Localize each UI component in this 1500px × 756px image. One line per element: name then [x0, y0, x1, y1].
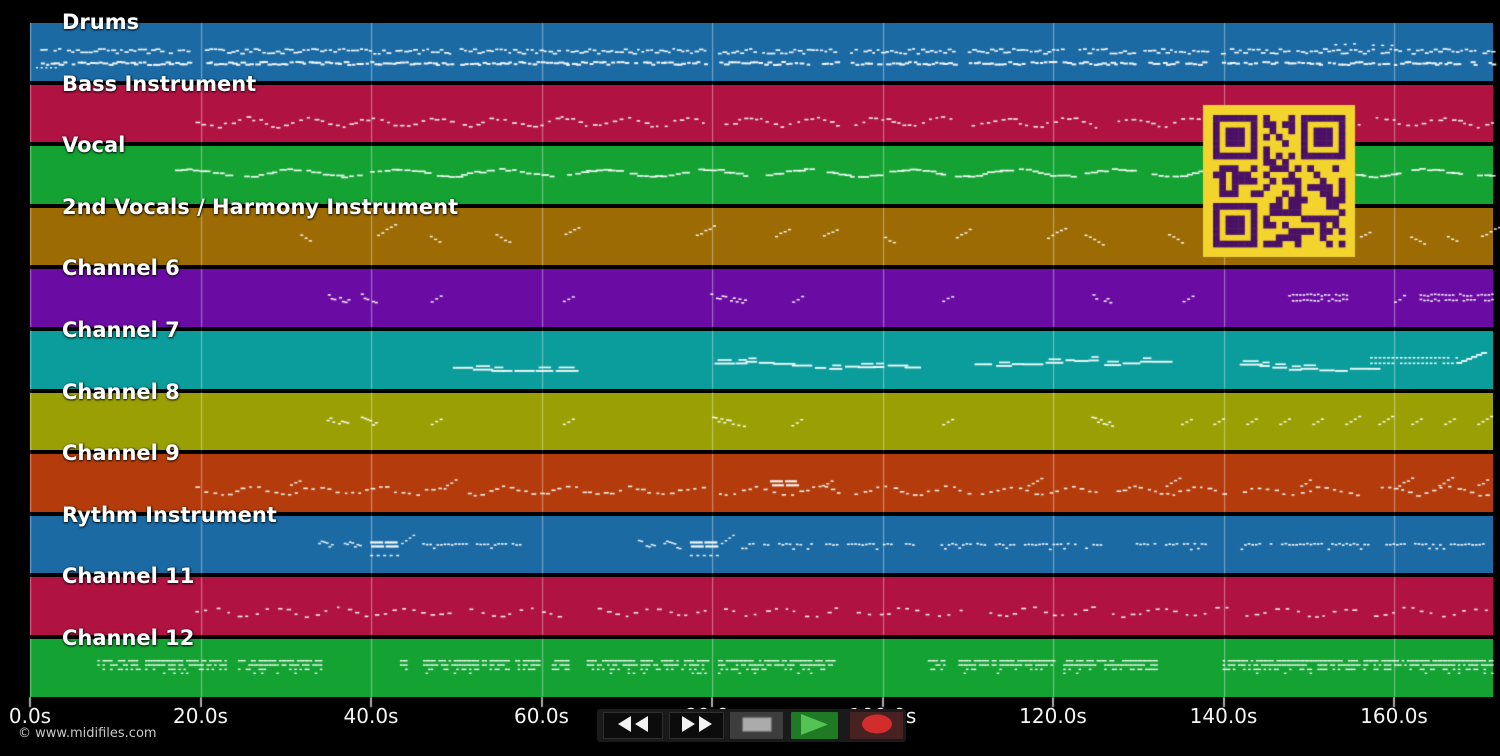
- track-label: Rythm Instrument: [62, 502, 277, 527]
- transport-bar: [597, 709, 906, 742]
- track-label: 2nd Vocals / Harmony Instrument: [62, 194, 459, 219]
- track-label: Vocal: [62, 133, 126, 158]
- track-label: Channel 12: [62, 626, 195, 650]
- record-button[interactable]: [850, 712, 903, 739]
- track-label: Channel 6: [62, 256, 180, 281]
- track-label: Drums: [62, 10, 140, 34]
- track-label: Channel 11: [62, 564, 195, 589]
- track-label: Bass Instrument: [62, 71, 257, 96]
- track-label: Channel 7: [62, 318, 180, 342]
- track-label: Channel 8: [62, 379, 180, 404]
- stop-button[interactable]: [730, 712, 783, 739]
- play-button[interactable]: [791, 712, 838, 739]
- fast-forward-icon: [680, 715, 714, 736]
- track-label: Channel 9: [62, 441, 180, 466]
- play-icon: [801, 713, 828, 738]
- rewind-button[interactable]: [603, 712, 663, 739]
- record-icon: [860, 713, 894, 738]
- stop-icon: [741, 716, 773, 736]
- fast-forward-button[interactable]: [669, 712, 724, 739]
- rewind-icon: [616, 715, 650, 736]
